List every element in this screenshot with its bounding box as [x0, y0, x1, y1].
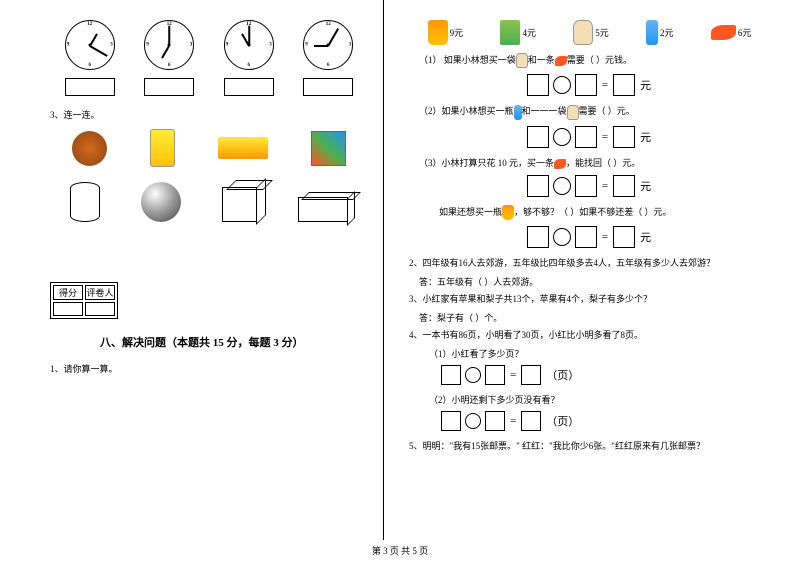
cube-shape-icon [222, 187, 257, 222]
basketball-icon [72, 131, 107, 166]
question-3: 3、小红家有苹果和梨子共13个，苹果有4个，梨子有多少个？ [409, 292, 770, 305]
sphere-shape-icon [141, 182, 181, 222]
bottle1-icon [428, 20, 448, 45]
answer-box[interactable] [303, 78, 353, 96]
page-footer: 第 3 页 共 5 页 [0, 540, 800, 557]
fish-icon [554, 159, 566, 169]
clock-4: 12369 [303, 20, 353, 70]
eq-operator[interactable] [465, 367, 481, 383]
section-8-title: 八、解决问题（本题共 15 分，每题 3 分） [50, 334, 368, 350]
cuboid-shape-icon [298, 197, 348, 222]
bottle2-icon [514, 105, 522, 120]
eq-operator[interactable] [553, 76, 571, 94]
price-5: 6元 [738, 26, 752, 39]
bag-icon [516, 53, 528, 68]
box-icon [218, 137, 268, 159]
clock-2: 12369 [144, 20, 194, 70]
question-4-2: （2）小明还剩下多少页没有看？ [429, 393, 770, 406]
answer-box[interactable] [65, 78, 115, 96]
eq-box[interactable] [613, 74, 635, 96]
eq-box[interactable] [575, 175, 597, 197]
clock-row: 12369 12369 12369 12369 [50, 20, 368, 70]
can-icon [150, 129, 175, 167]
sub-question-3: （3）小林打算只花 10 元，买一条，能找回（ ）元。 [409, 156, 770, 169]
clock-3: 12369 [224, 20, 274, 70]
grader-header: 评卷人 [85, 285, 115, 300]
shapes-row [50, 182, 368, 222]
eq-operator[interactable] [465, 413, 481, 429]
equation-row-1: =元 [409, 74, 770, 96]
sub-question-3-extra: 如果还想买一瓶，够不够？（ ）如果不够还差（ ）元。 [409, 205, 770, 220]
eq-box[interactable] [575, 74, 597, 96]
answer-box[interactable] [144, 78, 194, 96]
eq-operator[interactable] [553, 128, 571, 146]
price-2: 4元 [522, 26, 536, 39]
eq-box[interactable] [527, 126, 549, 148]
bottle2-icon [646, 20, 658, 45]
equation-row-2: =元 [409, 126, 770, 148]
fish-icon [711, 25, 736, 40]
objects-row [50, 129, 368, 167]
score-header: 得分 [53, 285, 83, 300]
eq-box[interactable] [575, 126, 597, 148]
right-column: 9元 4元 5元 2元 6元 （1） 如果小林想买一袋和一条需要（ ）元钱。 =… [384, 0, 800, 540]
eq-box[interactable] [527, 226, 549, 248]
bag-icon [567, 105, 579, 120]
eq-operator[interactable] [553, 228, 571, 246]
cylinder-shape-icon [70, 182, 100, 222]
eq-box[interactable] [527, 175, 549, 197]
eq-box[interactable] [613, 226, 635, 248]
eq-box[interactable] [521, 365, 541, 385]
eq-box[interactable] [521, 411, 541, 431]
q1-left-label: 1、请你算一算。 [50, 362, 368, 375]
grader-cell[interactable] [85, 302, 115, 316]
price-4: 2元 [660, 26, 674, 39]
rubiks-cube-icon [311, 131, 346, 166]
bag-icon [573, 20, 593, 45]
sub-question-1: （1） 如果小林想买一袋和一条需要（ ）元钱。 [409, 53, 770, 68]
question-5: 5、明明："我有15张邮票。" 红红："我比你少6张。"红红原来有几张邮票？ [409, 439, 770, 452]
bottle1-icon [502, 205, 514, 220]
sub-question-2: （2）如果小林想买一瓶和一一一袋需要（ ）元。 [409, 104, 770, 119]
left-column: 12369 12369 12369 12369 [0, 0, 384, 540]
clock-answer-boxes [50, 78, 368, 96]
eq-box[interactable] [527, 74, 549, 96]
fish-icon [555, 56, 567, 66]
equation-row-4-2: =（页） [439, 411, 770, 431]
answer-2: 答：五年级有（ ）人去郊游。 [419, 275, 770, 288]
eq-box[interactable] [441, 411, 461, 431]
eq-box[interactable] [613, 175, 635, 197]
eq-box[interactable] [485, 365, 505, 385]
connect-question-label: 3、连一连。 [50, 108, 368, 121]
eq-box[interactable] [441, 365, 461, 385]
equation-row-4-1: =（页） [439, 365, 770, 385]
score-table: 得分 评卷人 [50, 282, 118, 319]
clock-1: 12369 [65, 20, 115, 70]
question-4-1: （1）小红看了多少页？ [429, 347, 770, 360]
eq-box[interactable] [485, 411, 505, 431]
question-4: 4、一本书有86页，小明看了30页，小红比小明多看了8页。 [409, 328, 770, 341]
eq-box[interactable] [575, 226, 597, 248]
price-items-row: 9元 4元 5元 2元 6元 [409, 20, 770, 45]
price-3: 5元 [595, 26, 609, 39]
eq-operator[interactable] [553, 177, 571, 195]
question-2: 2、四年级有16人去郊游，五年级比四年级多去4人，五年级有多少人去郊游？ [409, 256, 770, 269]
score-cell[interactable] [53, 302, 83, 316]
equation-row-3b: =元 [409, 226, 770, 248]
price-1: 9元 [450, 26, 464, 39]
answer-3: 答：梨子有（ ）个。 [419, 311, 770, 324]
eq-box[interactable] [613, 126, 635, 148]
package-icon [500, 20, 520, 45]
equation-row-3: =元 [409, 175, 770, 197]
answer-box[interactable] [224, 78, 274, 96]
